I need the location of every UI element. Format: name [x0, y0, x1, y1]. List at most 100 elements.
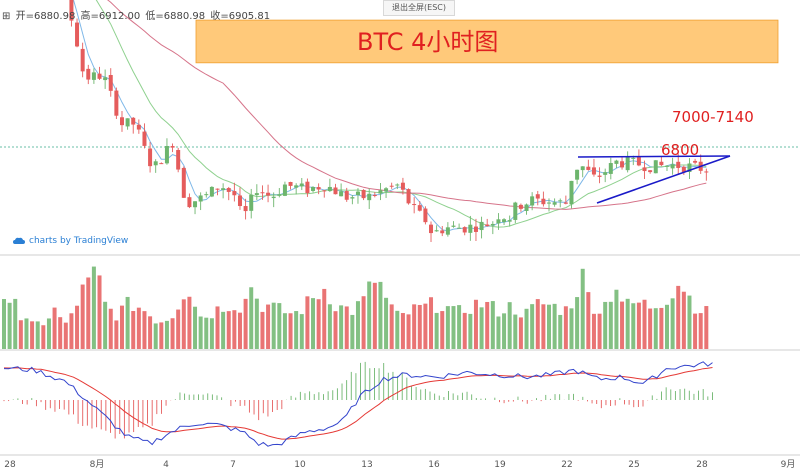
candle-body	[153, 161, 158, 166]
candle-body	[221, 188, 226, 191]
volume-bar	[636, 302, 641, 349]
candle-body	[97, 73, 102, 79]
volume-bar	[52, 307, 57, 349]
volume-bar	[378, 281, 383, 349]
candle-body	[457, 227, 462, 229]
moving-averages	[72, 0, 707, 232]
ohlc-icon: ⊞	[2, 11, 11, 22]
candle-body	[468, 224, 473, 233]
volume-bar	[676, 285, 681, 349]
volume-bar	[237, 312, 242, 349]
volume-bar	[558, 314, 563, 349]
candle-body	[440, 230, 445, 234]
x-tick-label: 9月	[781, 459, 796, 470]
candle-body	[148, 148, 153, 167]
candle-body	[327, 186, 332, 192]
candle-body	[563, 202, 568, 204]
volume-bar	[631, 303, 636, 349]
triangle-trendlines	[577, 155, 731, 204]
volume-bar	[580, 268, 585, 349]
candle-body	[670, 164, 675, 169]
volume-bar	[7, 302, 12, 349]
ma-mid-line	[95, 0, 707, 228]
volume-bar	[406, 314, 411, 349]
lower-trendline	[596, 155, 731, 204]
candle-body	[659, 161, 664, 166]
volume-bar	[591, 313, 596, 349]
volume-bar	[75, 305, 80, 349]
candle-body	[164, 146, 169, 164]
cloud-icon	[13, 237, 25, 244]
tradingview-link[interactable]: charts by TradingView	[13, 236, 128, 246]
candle-body	[642, 167, 647, 172]
volume-bar	[159, 322, 164, 349]
chart-title: BTC 4小时图	[357, 28, 499, 56]
candlesticks	[69, 0, 709, 243]
volume-bar	[277, 303, 282, 349]
volume-bar	[131, 310, 136, 349]
x-tick-label: 7	[230, 460, 236, 470]
candle-body	[552, 202, 557, 205]
candle-body	[271, 196, 276, 199]
x-tick-label: 28	[4, 460, 16, 470]
volume-bar	[164, 320, 169, 349]
volume-bar	[288, 313, 293, 349]
candle-body	[631, 157, 636, 159]
volume-bar	[344, 306, 349, 349]
candle-body	[653, 160, 658, 174]
macd-pane	[3, 361, 713, 447]
volume-bar	[687, 295, 692, 349]
candle-body	[316, 187, 321, 190]
volume-bar	[586, 292, 591, 349]
macd-line	[3, 361, 713, 447]
upper-trendline	[577, 155, 731, 158]
resistance-zone-label: 7000-7140	[672, 108, 754, 126]
candle-body	[142, 131, 147, 146]
volume-bar	[46, 318, 51, 349]
candle-body	[282, 184, 287, 196]
volume-bar	[429, 297, 434, 349]
volume-bar	[209, 318, 214, 349]
volume-bar	[530, 304, 535, 349]
volume-bar	[479, 307, 484, 349]
candle-body	[586, 166, 591, 170]
volume-bar	[513, 314, 518, 349]
volume-bar	[659, 307, 664, 349]
resistance-zone	[195, 19, 779, 64]
candle-body	[614, 160, 619, 164]
candle-body	[198, 195, 203, 202]
candle-body	[518, 204, 523, 209]
volume-bar	[136, 307, 141, 349]
volume-bar	[400, 313, 405, 349]
candle-body	[367, 193, 372, 201]
candle-body	[159, 163, 164, 165]
candle-body	[417, 205, 422, 211]
x-tick-label: 19	[494, 460, 506, 470]
volume-bar	[350, 314, 355, 349]
candle-body	[131, 117, 136, 125]
candle-body	[547, 202, 552, 204]
candle-body	[434, 230, 439, 232]
volume-bar	[97, 275, 102, 349]
candle-body	[400, 182, 405, 190]
candle-body	[535, 194, 540, 199]
x-tick-label: 8月	[90, 459, 105, 470]
volume-bar	[445, 306, 450, 349]
candle-body	[305, 181, 310, 194]
ohlc-readout: ⊞ 开=6880.98 高=6912.00 低=6880.98 收=6905.8…	[2, 7, 272, 22]
exit-fullscreen-button[interactable]: 退出全屏(ESC)	[383, 0, 455, 16]
candle-body	[254, 193, 259, 196]
volume-bar	[63, 322, 68, 349]
candle-body	[339, 191, 344, 197]
candle-body	[299, 183, 304, 187]
x-tick-label: 4	[163, 460, 169, 470]
volume-bar	[86, 277, 91, 349]
candle-body	[603, 172, 608, 175]
volume-bar	[142, 311, 147, 349]
candle-body	[513, 202, 518, 220]
candle-body	[86, 68, 91, 80]
candle-body	[676, 161, 681, 168]
candle-body	[485, 224, 490, 227]
candle-body	[575, 169, 580, 180]
